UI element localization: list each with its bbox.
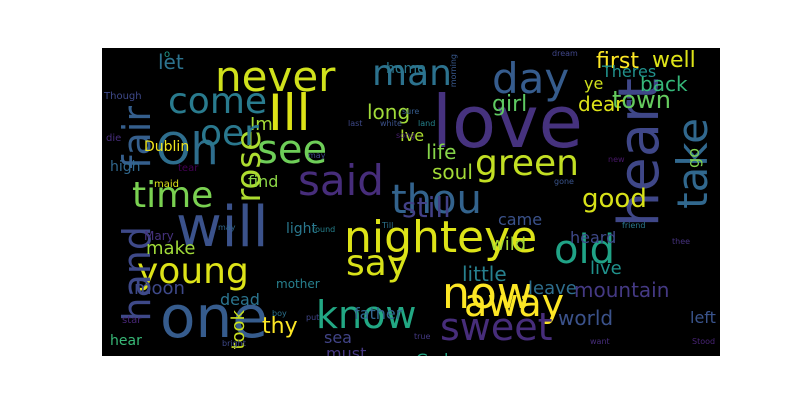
- word-know: know: [316, 293, 417, 337]
- word-o: o: [164, 49, 171, 60]
- word-gone: gone: [554, 177, 574, 186]
- word-ill: Ill: [268, 84, 311, 142]
- word-will: will: [176, 195, 269, 260]
- word-song: song: [396, 131, 416, 140]
- word-leave: leave: [528, 278, 577, 299]
- word-ye: ye: [584, 74, 604, 93]
- word-man: man: [372, 53, 452, 94]
- word-dream: dream: [552, 49, 578, 58]
- word-still: still: [402, 191, 451, 224]
- word-white: white: [380, 119, 402, 128]
- word-heard: heard: [570, 228, 617, 247]
- word-well: well: [652, 48, 696, 73]
- word-ive: Ive: [400, 126, 425, 145]
- word-green: green: [475, 143, 579, 184]
- word-must: must: [326, 344, 367, 357]
- word-tear: tear: [178, 163, 199, 174]
- word-world: world: [558, 306, 614, 330]
- word-till: Till: [382, 221, 394, 230]
- word-life: life: [426, 140, 457, 164]
- word-never: never: [215, 52, 336, 101]
- word-sweet: sweet: [440, 305, 553, 349]
- word-mother: mother: [276, 277, 320, 291]
- word-back: back: [640, 72, 688, 96]
- word-thy: thy: [262, 314, 298, 339]
- word-stood: Stood: [692, 337, 716, 346]
- word-girl: girl: [492, 92, 528, 117]
- word-young: young: [137, 251, 249, 292]
- word-mountain: mountain: [574, 278, 670, 302]
- word-away: away: [464, 281, 565, 325]
- word-find: find: [248, 172, 279, 191]
- word-moon: moon: [134, 278, 185, 299]
- word-left: left: [690, 308, 716, 327]
- word-thee: thee: [672, 237, 691, 246]
- word-im: Im: [250, 114, 273, 135]
- word-said: said: [298, 156, 384, 205]
- word-eye: eye: [457, 212, 538, 263]
- word-thou: thou: [391, 177, 482, 223]
- word-first: first: [596, 49, 639, 74]
- word-long: long: [367, 100, 411, 124]
- word-true: true: [414, 332, 431, 341]
- word-sure: sure: [402, 107, 420, 116]
- word-round: round: [312, 225, 336, 234]
- word-old: old: [554, 227, 615, 273]
- word-bright: bright: [222, 339, 246, 348]
- word-friend: friend: [622, 221, 646, 230]
- word-though: Though: [104, 91, 142, 102]
- word-soul: soul: [432, 160, 473, 184]
- word-little: little: [462, 262, 507, 286]
- word-put: put: [306, 313, 320, 322]
- word-theres: Theres: [602, 62, 657, 81]
- word-die: die: [106, 133, 122, 144]
- word-god: God: [416, 352, 448, 357]
- word-dead: dead: [220, 290, 260, 309]
- word-may: may: [308, 151, 326, 160]
- word-land: land: [418, 119, 436, 128]
- word-now: now: [442, 268, 533, 319]
- word-town: town: [612, 86, 671, 114]
- word-hear: hear: [110, 333, 142, 349]
- word-oer: oer: [200, 113, 259, 154]
- word-wild: wild: [490, 234, 527, 255]
- word-father: father: [354, 304, 403, 323]
- word-let: let: [158, 50, 184, 74]
- word-live: live: [590, 258, 622, 279]
- word-see: see: [257, 127, 328, 173]
- word-time: time: [132, 175, 214, 216]
- word-high: high: [110, 159, 141, 175]
- word-mary: Mary: [144, 229, 174, 243]
- word-dublin: Dublin: [144, 139, 190, 155]
- word-one: one: [160, 283, 268, 351]
- word-say: say: [346, 243, 409, 284]
- word-good: good: [582, 184, 647, 214]
- word-night: night: [344, 212, 458, 263]
- word-want: want: [590, 337, 610, 346]
- word-make: make: [146, 238, 196, 259]
- word-last: last: [348, 119, 363, 128]
- word-may: may: [218, 223, 236, 232]
- word-come: come: [168, 81, 268, 122]
- word-light: light: [286, 221, 318, 237]
- word-star: star: [122, 315, 142, 326]
- word-morning: morning: [449, 54, 458, 88]
- word-cloud: love one will heart Ill night eye now day said nev…: [102, 48, 720, 356]
- word-home: home: [386, 61, 426, 77]
- word-go: go: [684, 148, 703, 168]
- word-came: came: [498, 210, 543, 229]
- word-dear: dear: [578, 92, 624, 116]
- word-day: day: [492, 54, 570, 103]
- word-oh: Oh: [156, 124, 219, 175]
- word-new: new: [608, 155, 625, 164]
- word-sea: sea: [324, 328, 352, 347]
- word-love: love: [432, 80, 583, 164]
- word-maid: maid: [154, 179, 179, 190]
- word-boy: boy: [272, 309, 287, 318]
